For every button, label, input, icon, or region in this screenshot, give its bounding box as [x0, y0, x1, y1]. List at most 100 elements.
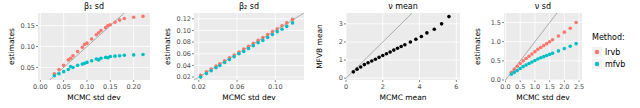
- grid-line: [504, 41, 582, 42]
- point: [280, 24, 284, 28]
- figure: 0.000.050.100.150.200.050.100.15β₁ sdMCM…: [0, 0, 640, 108]
- point: [118, 54, 122, 58]
- point: [209, 69, 213, 73]
- point: [76, 50, 80, 54]
- grid-line: [38, 46, 150, 47]
- point: [533, 50, 537, 54]
- tick-label: 1: [339, 56, 343, 64]
- point: [574, 21, 578, 25]
- point: [513, 71, 517, 75]
- point: [109, 55, 113, 59]
- tick-label: 0: [339, 74, 343, 82]
- legend-label: lrvb: [605, 48, 620, 57]
- point: [551, 51, 555, 55]
- grid-line: [346, 60, 460, 61]
- point: [568, 45, 572, 49]
- tick: [344, 23, 346, 24]
- point: [563, 47, 567, 51]
- point: [574, 42, 578, 46]
- tick-label: 2: [381, 83, 385, 91]
- legend-swatch: [595, 50, 599, 54]
- legend-swatch: [595, 62, 599, 66]
- point: [266, 36, 270, 40]
- point: [71, 66, 75, 70]
- grid-line: [194, 42, 304, 43]
- point: [141, 53, 145, 57]
- point: [275, 30, 279, 34]
- point: [352, 70, 356, 74]
- point: [285, 21, 289, 25]
- plot-area: [504, 13, 582, 80]
- identity-line: [505, 13, 557, 80]
- tick-label: 0.10: [268, 83, 282, 91]
- point: [385, 52, 389, 56]
- point: [90, 59, 94, 63]
- grid-line: [504, 22, 582, 23]
- tick-label: 0.15: [103, 83, 117, 91]
- tick-label: 0.04: [177, 62, 191, 70]
- tick-label: 0.06: [230, 83, 244, 91]
- grid-line: [194, 30, 304, 31]
- tick: [502, 41, 504, 42]
- grid-line: [194, 53, 304, 54]
- point: [141, 15, 145, 19]
- tick-label: 2.5: [574, 83, 584, 91]
- tick-label: 1.5: [491, 19, 501, 27]
- point: [76, 64, 80, 68]
- marks: [505, 13, 577, 80]
- plot-area: [38, 13, 150, 80]
- point: [252, 44, 256, 48]
- legend: Method:lrvbmfvb: [592, 33, 625, 69]
- x-label: MCMC std dev: [67, 93, 121, 102]
- point: [366, 61, 370, 65]
- point: [81, 46, 85, 50]
- point: [271, 33, 275, 37]
- tick-label: 0.12: [177, 15, 191, 23]
- tick-label: 0.02: [192, 83, 206, 91]
- grid-line: [504, 80, 582, 81]
- point: [113, 20, 117, 24]
- point: [123, 53, 127, 57]
- point: [381, 54, 385, 58]
- grid-line: [564, 13, 565, 80]
- grid-line: [419, 13, 420, 80]
- point: [291, 21, 295, 25]
- point: [557, 49, 561, 53]
- grid-line: [194, 18, 304, 19]
- tick-label: 0.10: [177, 27, 191, 35]
- tick-label: 2: [339, 38, 343, 46]
- title: β₁ sd: [84, 2, 104, 11]
- point: [223, 61, 227, 65]
- point: [521, 59, 525, 63]
- tick-label: 6: [454, 83, 458, 91]
- tick: [192, 65, 194, 66]
- point: [62, 64, 66, 68]
- point: [118, 18, 122, 22]
- point: [99, 29, 103, 33]
- point: [568, 27, 572, 31]
- point: [291, 18, 295, 22]
- point: [403, 43, 407, 47]
- legend-title: Method:: [592, 33, 625, 42]
- panel: 02460123ν meanMCMC meanMFVB mean: [315, 2, 460, 102]
- y-label: estimates: [163, 28, 172, 65]
- identity-line: [346, 13, 412, 78]
- point: [530, 52, 534, 56]
- point: [518, 62, 522, 66]
- point: [425, 31, 429, 35]
- point: [527, 54, 531, 58]
- tick: [344, 41, 346, 42]
- point: [218, 64, 222, 68]
- grid-line: [275, 13, 276, 80]
- tick-label: 0: [344, 83, 348, 91]
- panel: 0.000.050.100.150.200.050.100.15β₁ sdMCM…: [7, 2, 150, 102]
- identity-line: [50, 13, 125, 80]
- tick-label: 0.15: [21, 22, 35, 30]
- grid-line: [505, 13, 506, 80]
- point: [518, 67, 522, 71]
- point: [123, 17, 127, 21]
- legend-key: [592, 59, 602, 69]
- grid-line: [346, 41, 460, 42]
- point: [214, 66, 218, 70]
- point: [256, 41, 260, 45]
